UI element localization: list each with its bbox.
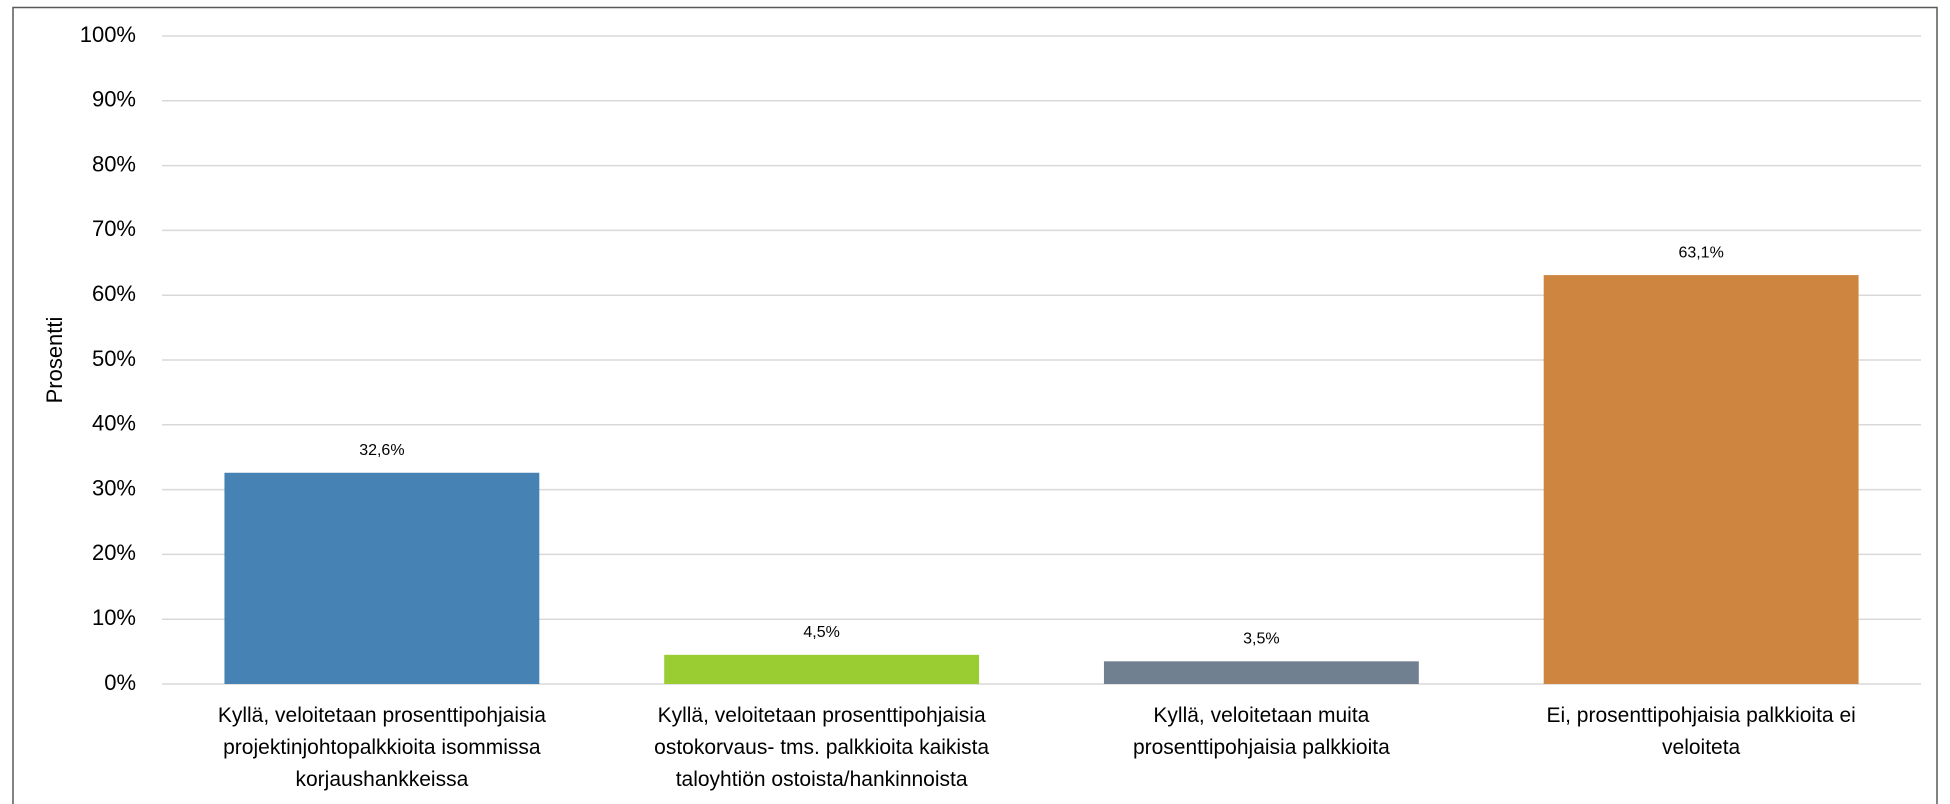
y-tick-label: 70% bbox=[92, 216, 136, 241]
bar bbox=[1103, 661, 1419, 684]
y-tick-label: 100% bbox=[80, 22, 136, 47]
x-tick-label: Kyllä, veloitetaan prosenttipohjaisia pr… bbox=[217, 704, 546, 791]
bar bbox=[224, 472, 540, 684]
data-label: 32,6% bbox=[359, 442, 404, 459]
bar bbox=[1543, 275, 1859, 684]
x-tick-label: Ei, prosenttipohjaisia palkkioita ei vel… bbox=[1546, 704, 1856, 759]
y-axis-label: Prosentti bbox=[42, 317, 67, 404]
data-label: 63,1% bbox=[1678, 244, 1723, 261]
y-tick-label: 30% bbox=[92, 475, 136, 500]
x-tick-label: Kyllä, veloitetaan prosenttipohjaisia os… bbox=[654, 704, 990, 791]
y-tick-label: 50% bbox=[92, 346, 136, 371]
y-tick-label: 10% bbox=[92, 605, 136, 630]
y-tick-label: 80% bbox=[92, 151, 136, 176]
bar bbox=[664, 654, 980, 684]
y-tick-label: 90% bbox=[92, 87, 136, 112]
x-tick-label: Kyllä, veloitetaan muita prosenttipohjai… bbox=[1132, 704, 1390, 759]
y-tick-label: 40% bbox=[92, 411, 136, 436]
chart-frame bbox=[12, 6, 1938, 804]
data-label: 4,5% bbox=[803, 624, 839, 641]
y-tick-label: 20% bbox=[92, 540, 136, 565]
x-tick-label-box: Kyllä, veloitetaan muita prosenttipohjai… bbox=[1132, 704, 1390, 759]
y-tick-label: 0% bbox=[104, 670, 136, 695]
data-label: 3,5% bbox=[1243, 631, 1279, 648]
x-tick-label-box: Kyllä, veloitetaan prosenttipohjaisia os… bbox=[654, 704, 990, 791]
y-tick-label: 60% bbox=[92, 281, 136, 306]
x-tick-label-box: Ei, prosenttipohjaisia palkkioita ei vel… bbox=[1546, 704, 1856, 759]
x-tick-label-box: Kyllä, veloitetaan prosenttipohjaisia pr… bbox=[217, 704, 546, 791]
